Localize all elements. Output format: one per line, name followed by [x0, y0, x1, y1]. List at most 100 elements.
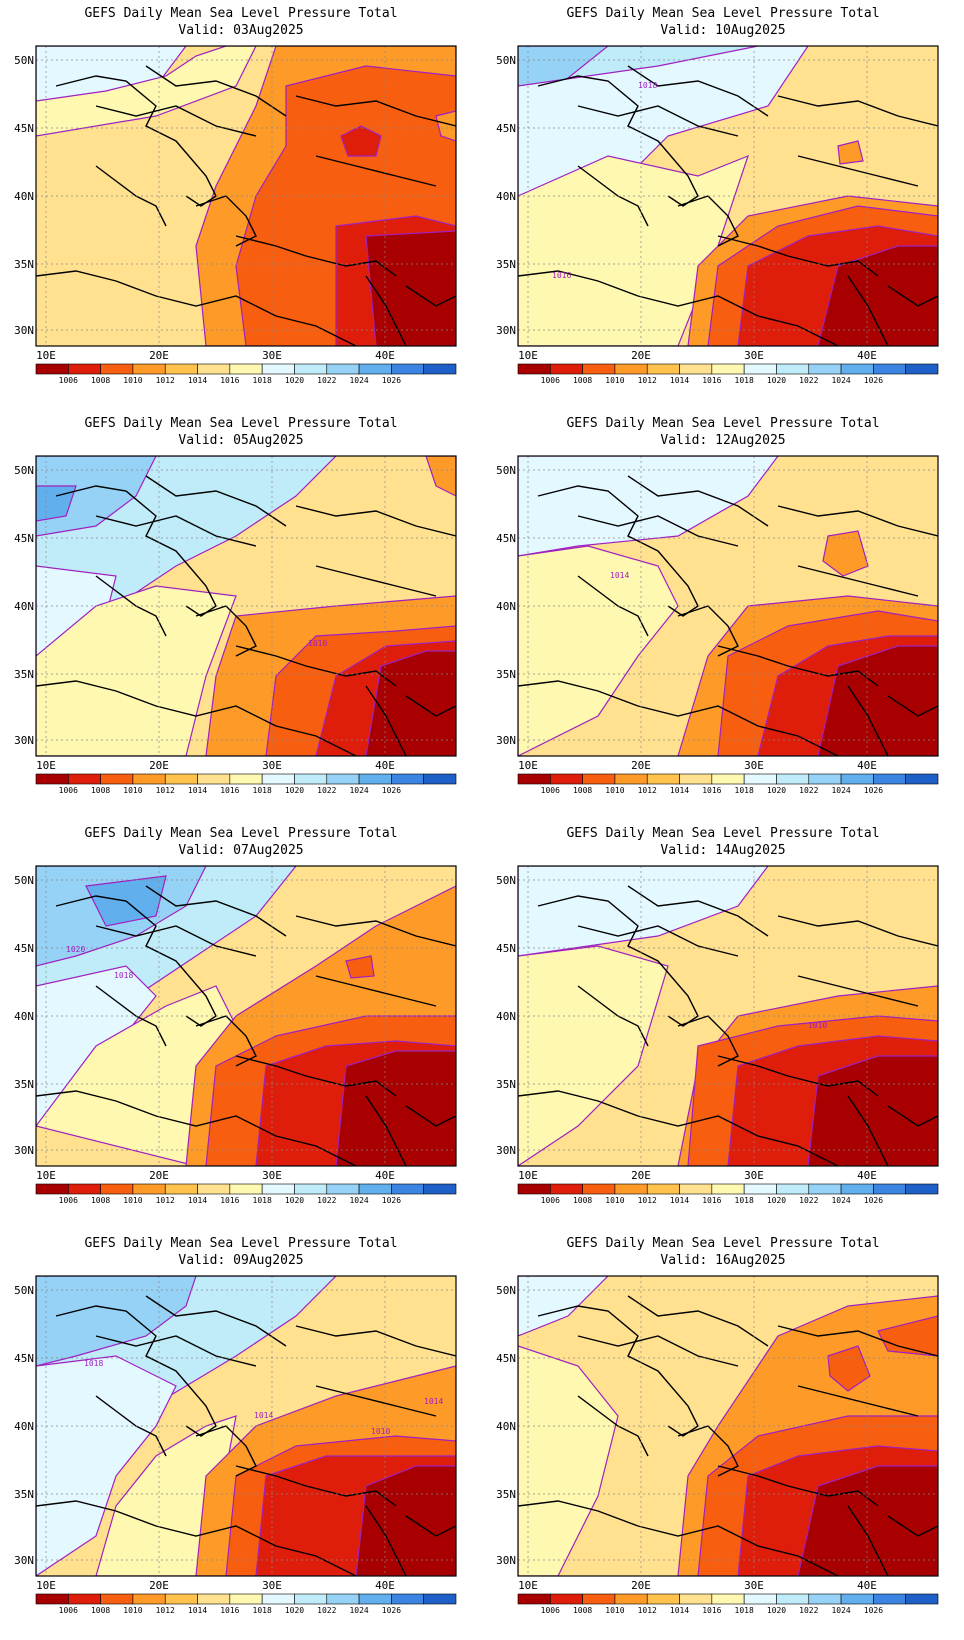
colorbar-label: 1022 — [317, 1196, 336, 1205]
colorbar-swatch — [873, 1593, 906, 1605]
colorbar-swatch — [711, 773, 745, 785]
y-tick-label: 50N — [14, 54, 34, 67]
coastline — [95, 925, 257, 957]
colorbar-swatch — [743, 363, 777, 375]
y-tick-label: 45N — [14, 1352, 34, 1365]
colorbar-label: 1018 — [735, 376, 754, 385]
colorbar-label: 1022 — [799, 376, 818, 385]
y-tick-label: 40N — [14, 1420, 34, 1433]
coastline — [235, 645, 397, 687]
pressure-band — [827, 1345, 871, 1392]
x-tick-label: 40E — [857, 1169, 877, 1182]
coastline — [627, 885, 769, 937]
colorbar-label: 1006 — [541, 1606, 560, 1615]
colorbar-swatch — [646, 773, 680, 785]
pressure-band — [425, 456, 456, 497]
colorbar-swatch — [711, 1593, 745, 1605]
x-tick-label: 10E — [518, 1169, 538, 1182]
x-tick-label: 40E — [375, 349, 395, 362]
colorbar-label: 1020 — [285, 1606, 304, 1615]
colorbar-label: 1008 — [91, 786, 110, 795]
colorbar-swatch — [517, 363, 551, 375]
colorbar-label: 1022 — [317, 786, 336, 795]
panel-valid-date: Valid: 16Aug2025 — [660, 1253, 786, 1268]
colorbar-swatch — [582, 773, 616, 785]
coastline — [577, 105, 739, 137]
coastline — [537, 485, 699, 617]
colorbar-swatch — [679, 773, 713, 785]
colorbar-label: 1010 — [605, 376, 624, 385]
pressure-band — [345, 955, 375, 979]
coastline — [777, 915, 938, 947]
colorbar-swatch — [840, 1593, 874, 1605]
colorbar-label: 1026 — [382, 376, 401, 385]
panel-title: GEFS Daily Mean Sea Level Pressure Total — [84, 6, 398, 21]
y-tick-label: 45N — [496, 1352, 516, 1365]
colorbar-swatch — [776, 363, 810, 375]
colorbar-label: 1020 — [285, 786, 304, 795]
colorbar-label: 1024 — [831, 376, 850, 385]
colorbar-swatch — [261, 1593, 295, 1605]
colorbar-label: 1012 — [156, 1196, 175, 1205]
colorbar-swatch — [582, 1593, 616, 1605]
contour-label: 1014 — [254, 1411, 273, 1420]
y-tick-label: 35N — [496, 668, 516, 681]
pressure-band — [518, 866, 769, 957]
contour-label: 1010 — [808, 1021, 827, 1030]
map-panel-3: GEFS Daily Mean Sea Level Pressure Total… — [0, 410, 482, 820]
y-tick-label: 45N — [496, 122, 516, 135]
coastline — [365, 1095, 407, 1166]
coastline — [847, 275, 889, 346]
coastline — [717, 1465, 879, 1507]
colorbar-swatch — [905, 1593, 939, 1605]
colorbar-swatch — [294, 1593, 328, 1605]
map-frame — [35, 455, 457, 757]
coastline — [717, 645, 879, 687]
y-tick-label: 30N — [14, 734, 34, 747]
colorbar-label: 1026 — [382, 1606, 401, 1615]
colorbar-swatch — [391, 773, 424, 785]
x-tick-label: 20E — [631, 759, 651, 772]
colorbar-label: 1006 — [59, 1606, 78, 1615]
map-fields — [36, 1276, 456, 1576]
colorbar-swatch — [711, 363, 745, 375]
colorbar-label: 1022 — [317, 376, 336, 385]
coastline — [777, 505, 938, 537]
y-tick-label: 50N — [496, 464, 516, 477]
map-frame — [35, 865, 457, 1167]
colorbar-label: 1008 — [91, 376, 110, 385]
colorbar-swatch — [326, 1183, 360, 1195]
map-frame — [517, 1275, 939, 1577]
map-panel-1: GEFS Daily Mean Sea Level Pressure Total… — [0, 0, 482, 410]
contour-label: 1018 — [84, 1359, 103, 1368]
y-tick-label: 40N — [496, 600, 516, 613]
coastline — [577, 925, 739, 957]
panel-title: GEFS Daily Mean Sea Level Pressure Total — [566, 6, 880, 21]
map-frame — [35, 45, 457, 347]
colorbar-label: 1014 — [188, 786, 207, 795]
colorbar-swatch — [646, 363, 680, 375]
colorbar-label: 1022 — [799, 786, 818, 795]
map-fields — [518, 46, 938, 346]
coastline — [36, 1500, 277, 1547]
colorbar-label: 1024 — [831, 786, 850, 795]
colorbar-label: 1012 — [638, 1196, 657, 1205]
x-tick-label: 40E — [375, 759, 395, 772]
colorbar-label: 1016 — [702, 1196, 721, 1205]
y-tick-label: 35N — [14, 258, 34, 271]
coastline — [537, 75, 699, 207]
coastline — [797, 975, 919, 1007]
colorbar-swatch — [905, 363, 939, 375]
coastline — [537, 895, 699, 1027]
coastline — [797, 155, 919, 187]
colorbar-label: 1018 — [253, 1606, 272, 1615]
colorbar-label: 1026 — [382, 1196, 401, 1205]
panel-title: GEFS Daily Mean Sea Level Pressure Total — [566, 826, 880, 841]
y-tick-label: 50N — [14, 464, 34, 477]
colorbar-label: 1008 — [573, 1196, 592, 1205]
colorbar-label: 1006 — [541, 786, 560, 795]
x-tick-label: 30E — [262, 1579, 282, 1592]
coastline — [295, 915, 456, 947]
colorbar-swatch — [68, 1593, 101, 1605]
